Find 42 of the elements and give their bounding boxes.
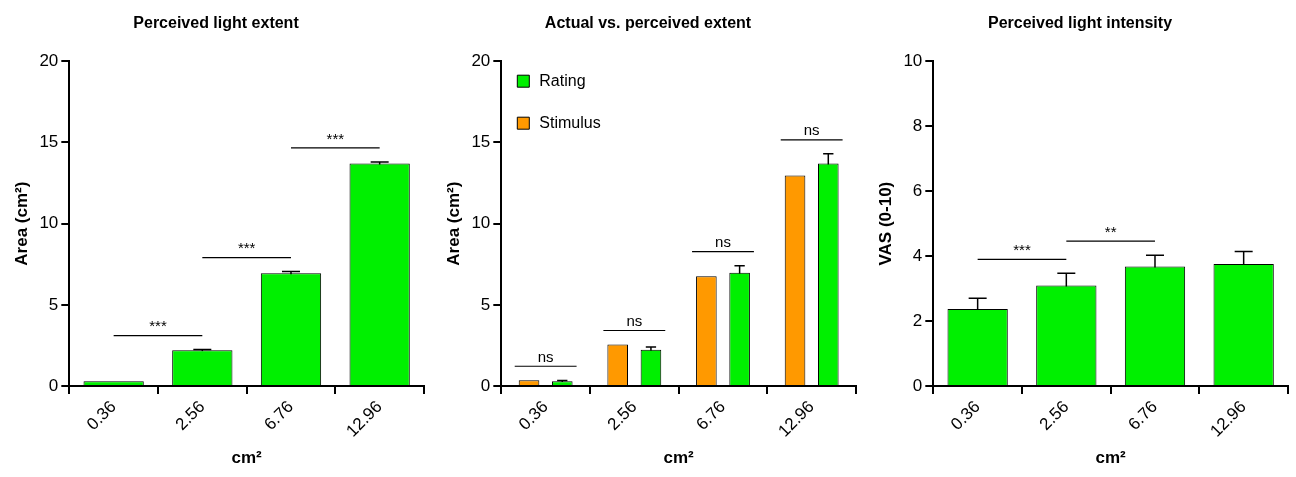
x-tick-label: 0.36 <box>82 397 120 434</box>
chart-title: Perceived light intensity <box>987 14 1173 32</box>
legend-label: Rating <box>539 71 586 89</box>
y-tick-label: 5 <box>480 294 491 314</box>
annotation: ns <box>715 233 731 251</box>
y-tick-label: 4 <box>912 245 923 265</box>
y-tick-label: 0 <box>480 375 491 395</box>
y-tick-label: 10 <box>39 213 59 233</box>
x-axis-title: cm² <box>1095 448 1127 468</box>
x-tick-label: 6.76 <box>260 397 298 434</box>
y-tick-label: 0 <box>48 375 59 395</box>
annotation: ns <box>537 347 554 365</box>
y-tick-label: 10 <box>903 50 923 70</box>
annotation: *** <box>237 239 256 257</box>
chart-title: Perceived light extent <box>133 14 300 32</box>
annotation: ns <box>803 121 820 139</box>
y-tick-label: 20 <box>39 50 59 70</box>
annotation: *** <box>1013 241 1031 258</box>
y-tick-label: 5 <box>48 294 59 314</box>
chart-title: Actual vs. perceived extent <box>544 14 752 32</box>
x-tick-label: 0.36 <box>946 397 984 434</box>
x-tick-label: 6.76 <box>1124 397 1162 434</box>
y-axis-title: VAS (0-10) <box>875 181 895 266</box>
annotation: ** <box>1104 222 1117 240</box>
y-axis-title: Area (cm²) <box>11 181 31 266</box>
y-tick-label: 15 <box>471 132 491 152</box>
y-tick-label: 6 <box>912 180 923 200</box>
y-tick-label: 0 <box>912 375 923 395</box>
annotation: *** <box>149 317 167 335</box>
y-tick-label: 2 <box>912 310 923 330</box>
y-tick-label: 10 <box>471 213 491 233</box>
x-tick-label: 0.36 <box>514 397 552 434</box>
y-tick-label: 20 <box>471 50 491 70</box>
y-tick-label: 8 <box>912 115 923 135</box>
y-axis-title: Area (cm²) <box>443 181 463 266</box>
annotation: *** <box>326 129 345 147</box>
x-axis-title: cm² <box>231 448 263 468</box>
legend-label: Stimulus <box>539 113 601 131</box>
y-tick-label: 15 <box>39 132 59 152</box>
x-tick-label: 6.76 <box>692 397 730 434</box>
annotation: ns <box>626 312 643 330</box>
x-axis-title: cm² <box>663 448 695 468</box>
